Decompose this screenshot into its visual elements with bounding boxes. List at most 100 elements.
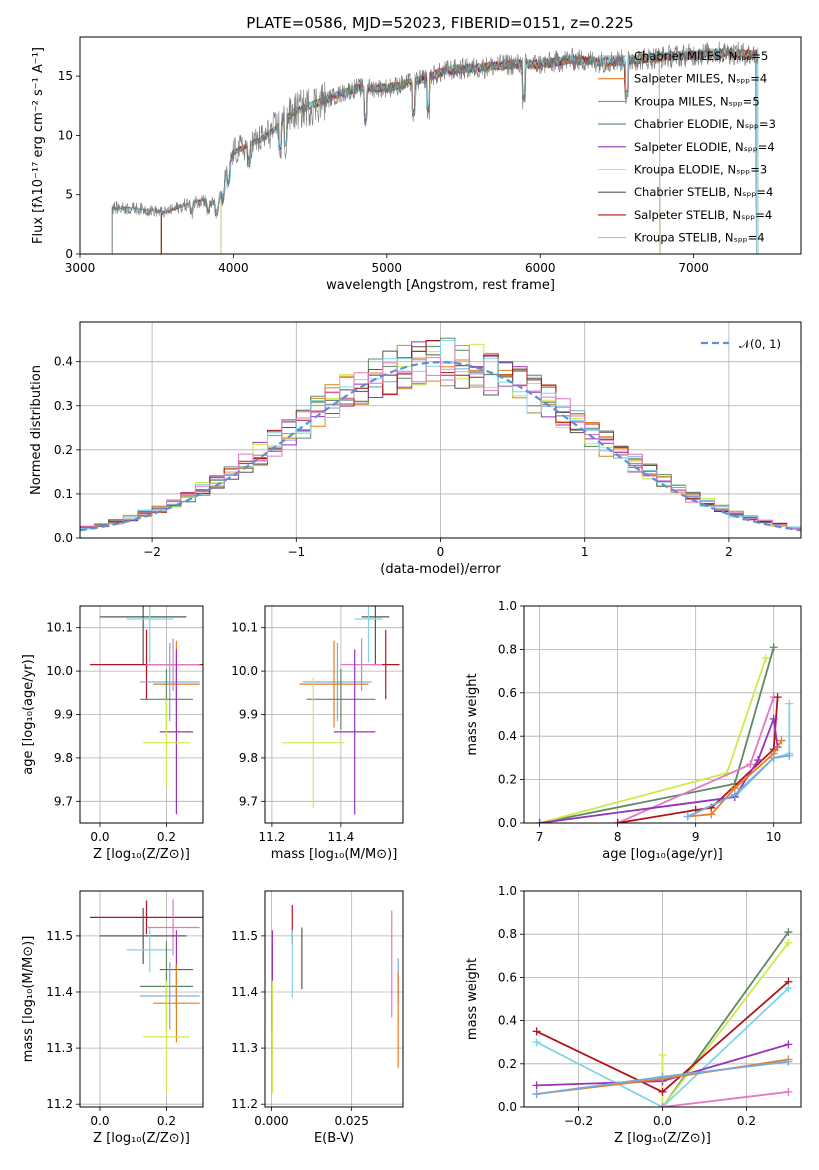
- y-tick-label: 10.0: [46, 664, 73, 678]
- axes-box: [523, 605, 802, 824]
- weight-marker: [730, 790, 739, 799]
- y-axis-label: mass weight: [465, 958, 480, 1040]
- weight-marker: [707, 810, 716, 819]
- y-tick-label: 11.2: [231, 1097, 258, 1111]
- plot-area: [271, 905, 399, 1093]
- x-tick-label: 0.0: [90, 1114, 109, 1128]
- weight-marker: [754, 756, 763, 765]
- data-point: [334, 649, 376, 815]
- y-axis-label: age [log₁₀(age/yr)]: [21, 654, 36, 775]
- y-tick-label: 9.7: [54, 794, 73, 808]
- residual-histogram: [80, 345, 801, 530]
- weight-marker: [769, 714, 778, 723]
- panel-residuals: −2 −1 0 1 2 0.0 0.1 0.2 0.3 0.4 (data-model)/error…: [29, 321, 802, 577]
- weight-marker: [784, 1057, 793, 1066]
- panel-spectrum: 3000 4000 5000 6000 7000 0 5 10 15 wavelength [An…: [31, 36, 802, 293]
- x-tick-label: 0.0: [653, 1114, 672, 1128]
- y-axis-label: mass weight: [465, 673, 480, 755]
- x-tick-label: 10: [766, 830, 781, 844]
- weight-marker: [532, 1081, 541, 1090]
- x-tick-label: 0.2: [157, 830, 176, 844]
- x-axis-label: (data-model)/error: [380, 562, 501, 577]
- x-axis-label: Z [log₁₀(Z/Z⊙)]: [93, 1131, 190, 1146]
- panel-age-vs-Z: 0.0 0.2 9.7 9.8 9.9 10.0 10.1 Z [log₁₀(Z/Z⊙)] ag…: [21, 605, 204, 862]
- y-tick-label: 9.9: [239, 708, 258, 722]
- weight-marker: [784, 938, 793, 947]
- y-tick-label: 9.8: [239, 751, 258, 765]
- data-point: [159, 649, 194, 815]
- y-tick-label: 0.4: [498, 1014, 517, 1028]
- y-tick-label: 0.2: [498, 1057, 517, 1071]
- legend-label: Salpeter STELIB, Nₛₚₚ=4: [634, 208, 772, 222]
- y-tick-label: 11.5: [46, 929, 73, 943]
- weight-marker: [658, 1087, 667, 1096]
- x-tick-label: 11.2: [259, 830, 286, 844]
- x-tick-label: 0.025: [334, 1114, 368, 1128]
- x-tick-label: −0.2: [564, 1114, 593, 1128]
- weight-series: [687, 754, 790, 818]
- weight-series: [536, 987, 790, 1107]
- weight-marker: [746, 760, 755, 769]
- x-axis-label: wavelength [Angstrom, rest frame]: [326, 278, 555, 293]
- y-tick-label: 0.2: [498, 773, 517, 787]
- data-point: [302, 642, 372, 722]
- ticks: 11.2 11.4 9.7 9.8 9.9 10.0 10.1: [231, 621, 354, 844]
- y-tick-label: 0.6: [498, 686, 517, 700]
- legend: Chabrier MILES, Nₛₚₚ=5 Salpeter MILES, Nₛ…: [598, 49, 776, 245]
- plot-area: [89, 899, 203, 1093]
- y-tick-label: 0.4: [54, 355, 73, 369]
- x-tick-label: 7: [536, 830, 544, 844]
- weight-marker: [613, 819, 622, 823]
- model-spectrum-salpeter-elodie: [220, 53, 661, 254]
- data-point: [99, 606, 187, 665]
- weight-marker: [785, 699, 794, 708]
- x-tick-label: 0.0: [90, 830, 109, 844]
- x-axis-label: mass [log₁₀(M/M⊙)]: [271, 847, 398, 862]
- y-axis-label: mass [log₁₀(M/M⊙)]: [21, 936, 36, 1063]
- y-tick-label: 11.5: [231, 929, 258, 943]
- y-tick-label: 0.0: [498, 1100, 517, 1114]
- x-tick-label: 5000: [372, 261, 403, 275]
- x-tick-label: 3000: [65, 261, 96, 275]
- y-tick-label: 0.2: [54, 443, 73, 457]
- data-point: [299, 640, 369, 728]
- data-point: [153, 963, 200, 1043]
- axes-frame: 3000 4000 5000 6000 7000 0 5 10 15 wavelength [An…: [31, 36, 802, 293]
- ticks: 3000 4000 5000 6000 7000 0 5 10 15: [58, 69, 709, 275]
- weight-marker: [658, 1051, 667, 1060]
- data-point: [361, 606, 390, 665]
- axes-frame: −0.2 0.0 0.2 0.0 0.2 0.4 0.6 0.8 1.0 Z [log₁₀(Z/Z…: [465, 884, 802, 1146]
- weight-marker: [784, 984, 793, 993]
- weight-series: [662, 1091, 789, 1107]
- weight-marker: [535, 819, 544, 823]
- weight-marker: [769, 643, 778, 652]
- data-point: [146, 638, 200, 691]
- ticks: −2 −1 0 1 2 0.0 0.1 0.2 0.3 0.4: [54, 355, 733, 559]
- y-tick-label: 0.8: [498, 642, 517, 656]
- weight-marker: [773, 693, 782, 702]
- plot-area: [89, 606, 203, 815]
- data-point: [126, 927, 174, 973]
- axes-frame: 0.0 0.2 9.7 9.8 9.9 10.0 10.1 Z [log₁₀(Z/Z⊙)] ag…: [21, 605, 204, 862]
- data-point: [282, 677, 345, 808]
- data-point: [126, 606, 174, 663]
- legend-label: Chabrier MILES, Nₛₚₚ=5: [634, 49, 768, 63]
- y-tick-label: 0.0: [498, 816, 517, 830]
- x-tick-label: 0.000: [254, 1114, 288, 1128]
- axes-frame: 11.2 11.4 9.7 9.8 9.9 10.0 10.1 mass [log₁₀(M/M…: [231, 605, 404, 862]
- x-tick-label: −1: [287, 545, 305, 559]
- x-tick-label: 0: [437, 545, 445, 559]
- weight-series: [661, 931, 790, 1107]
- weight-marker: [761, 654, 770, 663]
- axes-box: [79, 890, 204, 1108]
- y-tick-label: 0.8: [498, 927, 517, 941]
- weight-marker: [785, 751, 794, 760]
- axes-frame: 0.000 0.025 11.2 11.3 11.4 11.5 E(B-V): [231, 890, 404, 1146]
- weight-marker: [532, 1090, 541, 1099]
- weight-marker: [532, 1027, 541, 1036]
- x-tick-label: 1: [581, 545, 589, 559]
- x-tick-label: 9: [692, 830, 700, 844]
- y-axis-label: Flux [fλ10⁻¹⁷ erg cm⁻² s⁻¹ A⁻¹]: [31, 47, 46, 244]
- x-tick-label: 4000: [218, 261, 249, 275]
- legend-label: Kroupa MILES, Nₛₚₚ=5: [634, 94, 760, 108]
